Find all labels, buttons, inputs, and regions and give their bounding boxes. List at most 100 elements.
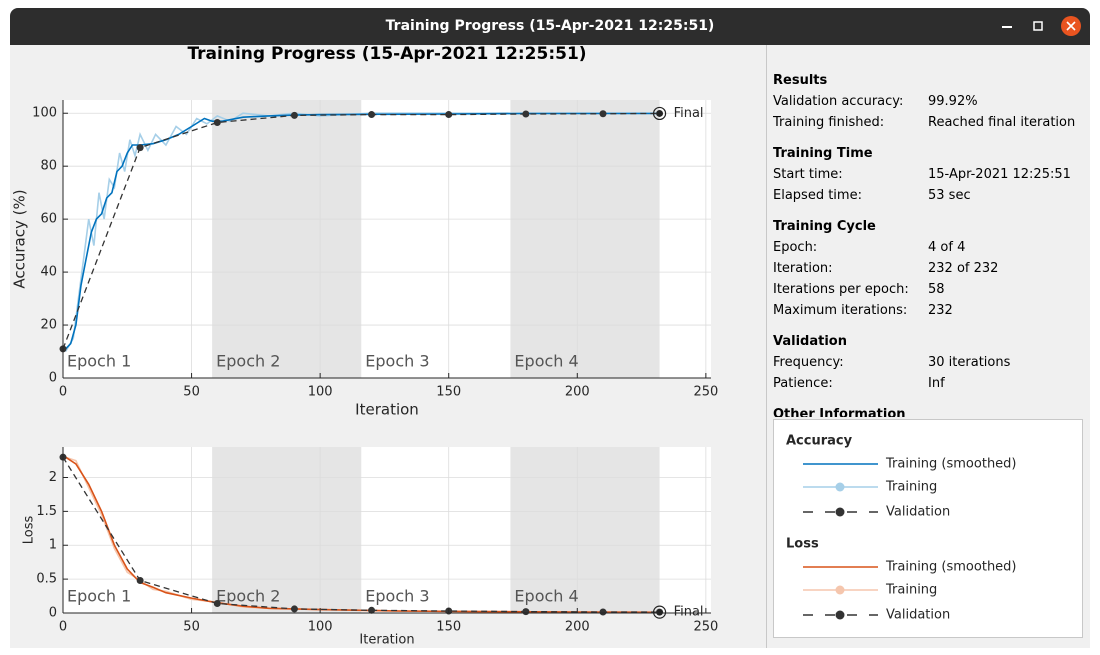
info-value: Reached final iteration [928, 115, 1076, 130]
info-key: Iteration: [773, 261, 833, 276]
x-tick-label: 150 [436, 385, 461, 400]
info-key: Start time: [773, 167, 843, 182]
epoch-label: Epoch 4 [514, 352, 578, 371]
epoch-band [212, 100, 362, 378]
section-heading: Training Time [773, 146, 873, 161]
info-panel: Results Validation accuracy: 99.92% Trainin… [773, 70, 1083, 417]
info-row: Maximum iterations: 232 [773, 300, 1083, 321]
info-key: Validation accuracy: [773, 94, 904, 109]
epoch-label: Epoch 1 [67, 352, 131, 371]
final-marker [652, 605, 667, 619]
series-line [65, 456, 660, 614]
y-tick-label: 1.5 [36, 504, 57, 519]
legend-marker [835, 585, 845, 595]
info-key: Iterations per epoch: [773, 282, 909, 297]
series-marker [368, 606, 376, 614]
info-value: 4 of 4 [928, 240, 966, 255]
y-tick-label: 100 [32, 106, 57, 121]
legend-label: Training [885, 480, 937, 495]
x-tick-label: 150 [436, 620, 461, 635]
final-label: Final [674, 106, 704, 121]
series-marker [522, 110, 530, 118]
info-row: Elapsed time: 53 sec [773, 185, 1083, 206]
window-title: Training Progress (15-Apr-2021 12:25:51) [385, 18, 715, 34]
y-tick-label: 40 [40, 265, 57, 280]
legend-label: Validation [886, 608, 950, 623]
series-marker [522, 608, 530, 616]
close-icon [1066, 21, 1076, 31]
info-key: Patience: [773, 376, 833, 391]
section-heading: Validation [773, 334, 847, 349]
epoch-band [510, 447, 660, 613]
info-row: Start time: 15-Apr-2021 12:25:51 [773, 164, 1083, 185]
info-row: Iteration: 232 of 232 [773, 258, 1083, 279]
series-marker [213, 600, 221, 608]
info-row: Frequency: 30 iterations [773, 352, 1083, 373]
info-key: Training finished: [773, 115, 885, 130]
x-tick-label: 200 [565, 620, 590, 635]
x-tick-label: 0 [59, 385, 67, 400]
series-marker [445, 111, 453, 119]
legend-heading: Loss [786, 537, 819, 552]
series-marker [290, 111, 298, 119]
y-tick-label: 1 [49, 538, 57, 553]
series-marker [136, 576, 144, 584]
info-value: 58 [928, 282, 945, 297]
epoch-label: Epoch 1 [67, 587, 131, 606]
series-marker [599, 110, 607, 118]
info-key: Maximum iterations: [773, 303, 908, 318]
y-tick-label: 20 [40, 318, 57, 333]
x-tick-label: 250 [693, 385, 718, 400]
window-controls[interactable] [1002, 16, 1081, 36]
epoch-label: Epoch 2 [216, 352, 280, 371]
x-tick-label: 250 [693, 620, 718, 635]
series-marker [599, 608, 607, 616]
epoch-label: Epoch 3 [365, 587, 429, 606]
maximize-button[interactable] [1033, 21, 1043, 31]
section-heading: Results [773, 73, 828, 88]
epoch-band [510, 100, 660, 378]
legend-heading: Accuracy [786, 434, 853, 449]
legend-marker [835, 482, 845, 492]
series-marker [290, 605, 298, 613]
epoch-label: Epoch 3 [365, 352, 429, 371]
legend-label: Training (smoothed) [885, 560, 1017, 575]
info-side-panel [766, 45, 1090, 648]
epoch-label: Epoch 2 [216, 587, 280, 606]
info-value: 99.92% [928, 94, 978, 109]
figure-title: Training Progress (15-Apr-2021 12:25:51) [187, 44, 586, 64]
x-tick-label: 0 [59, 620, 67, 635]
info-value: Inf [928, 376, 945, 391]
info-key: Epoch: [773, 240, 818, 255]
info-key: Frequency: [773, 355, 844, 370]
x-tick-label: 100 [308, 620, 333, 635]
series-marker [368, 111, 376, 119]
legend-label: Training (smoothed) [885, 457, 1017, 472]
y-tick-label: 60 [40, 212, 57, 227]
info-value: 15-Apr-2021 12:25:51 [928, 167, 1071, 182]
info-row: Validation accuracy: 99.92% [773, 91, 1083, 112]
info-row: Epoch: 4 of 4 [773, 237, 1083, 258]
legend-marker [835, 610, 845, 620]
y-tick-label: 0 [49, 371, 57, 386]
info-row: Training finished: Reached final iteratio… [773, 112, 1083, 133]
info-value: 232 [928, 303, 953, 318]
info-value: 30 iterations [928, 355, 1011, 370]
series-marker [136, 144, 144, 152]
series-marker [213, 119, 221, 127]
legend-label: Training [885, 583, 937, 598]
info-value: 232 of 232 [928, 261, 999, 276]
legend-label: Validation [886, 505, 950, 520]
section-heading: Other Information [773, 407, 906, 417]
x-tick-label: 200 [565, 385, 590, 400]
y-tick-label: 0.5 [36, 572, 57, 587]
info-value: 53 sec [928, 188, 971, 203]
y-tick-label: 80 [40, 159, 57, 174]
epoch-label: Epoch 4 [514, 587, 578, 606]
x-tick-label: 50 [183, 385, 200, 400]
y-tick-label: 0 [49, 606, 57, 621]
minimize-button[interactable] [1002, 26, 1012, 28]
info-row: Patience: Inf [773, 373, 1083, 394]
